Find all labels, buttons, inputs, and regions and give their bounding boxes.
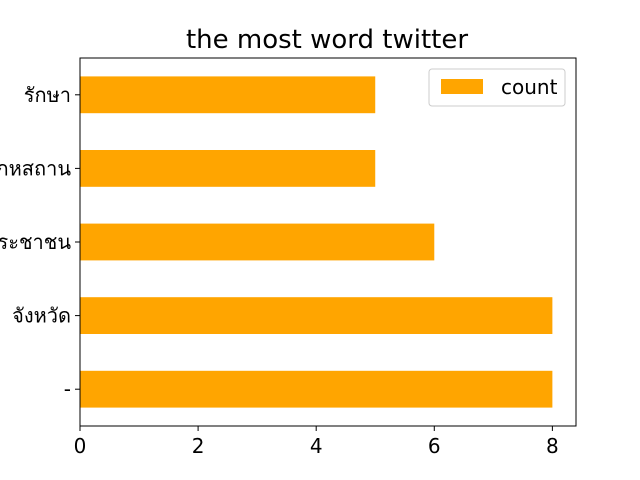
plot-frame bbox=[79, 57, 577, 427]
x-tick-label-2: 4 bbox=[310, 434, 323, 458]
legend-label: count bbox=[501, 75, 558, 99]
x-axis: 0 2 4 6 8 bbox=[74, 426, 559, 458]
bars-layer bbox=[80, 76, 553, 408]
y-tick-label-4: รักษา bbox=[24, 83, 71, 107]
bar-4 bbox=[80, 76, 376, 114]
x-tick-label-4: 8 bbox=[546, 434, 559, 458]
chart-title: the most word twitter bbox=[186, 25, 468, 55]
x-tick-label-1: 2 bbox=[192, 434, 205, 458]
legend-box bbox=[428, 68, 566, 107]
x-tick-label-3: 6 bbox=[428, 434, 441, 458]
y-tick-label-2: ประชาชน bbox=[0, 230, 71, 254]
bar-0 bbox=[80, 370, 553, 408]
legend: count bbox=[428, 68, 566, 107]
y-tick-label-0: - bbox=[64, 377, 71, 401]
bar-3 bbox=[80, 150, 376, 187]
bar-2 bbox=[80, 223, 435, 261]
y-axis: - จังหวัด ประชาชน อุทยานแห่งชาติ/อุทกหสถาน ร… bbox=[0, 83, 80, 401]
bar-1 bbox=[80, 297, 553, 334]
y-tick-label-3: อุทยานแห่งชาติ/อุทกหสถาน bbox=[0, 156, 71, 181]
legend-swatch bbox=[441, 79, 483, 94]
x-tick-label-0: 0 bbox=[74, 434, 87, 458]
y-tick-label-1: จังหวัด bbox=[12, 304, 71, 328]
